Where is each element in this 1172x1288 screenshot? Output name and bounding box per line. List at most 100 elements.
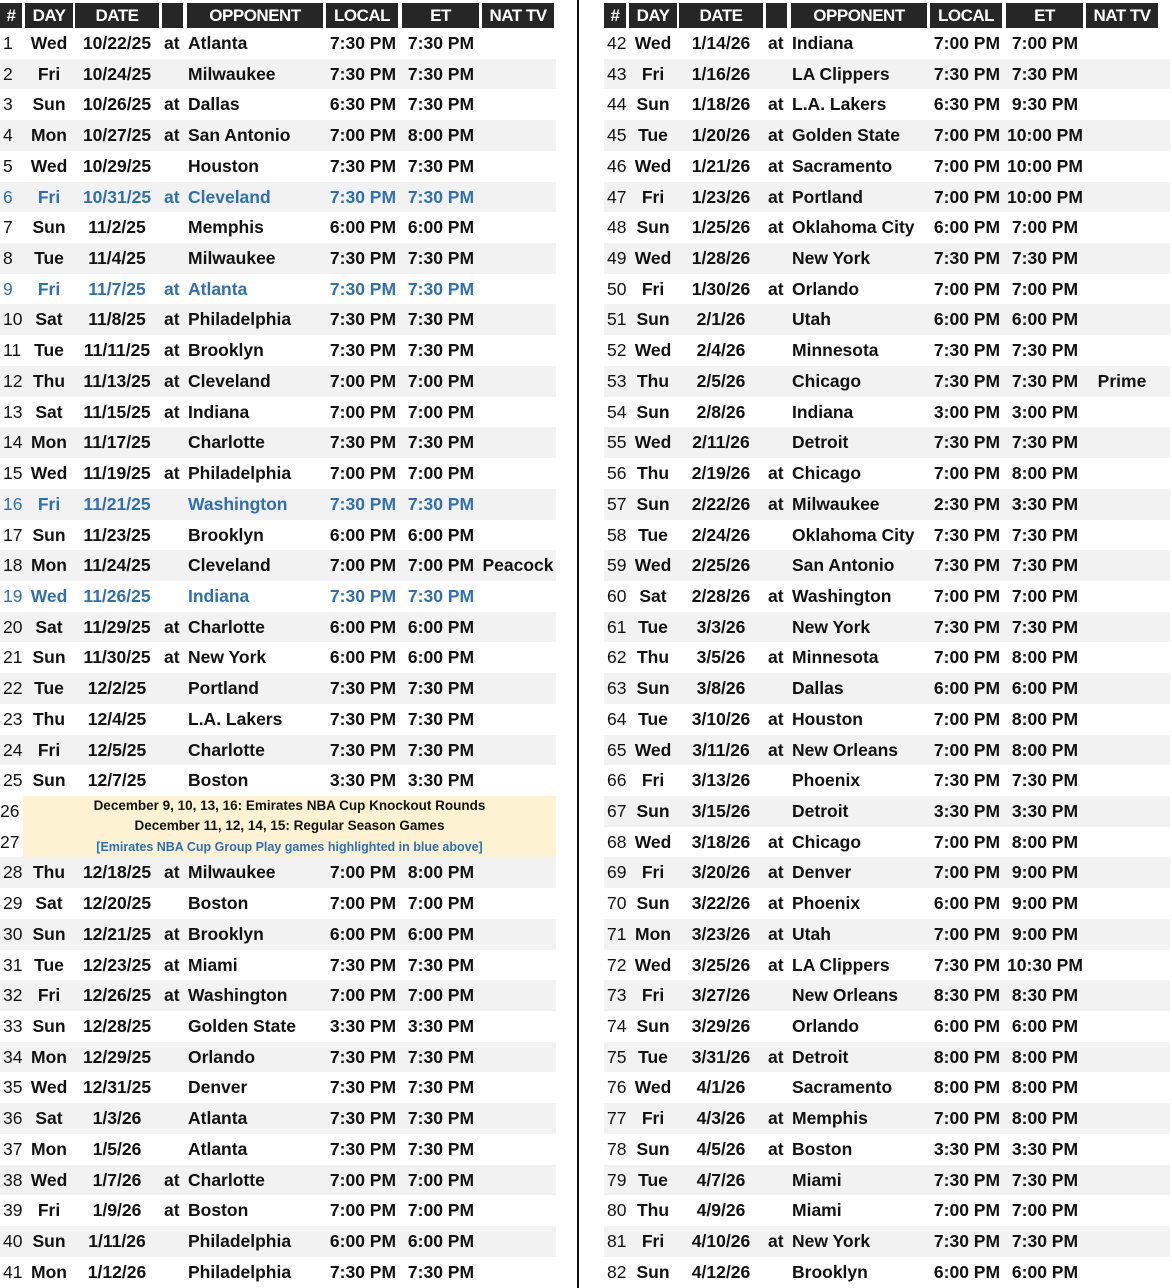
cup-game-row[interactable]: 19 Wed 11/26/25 Indiana 7:30 PM 7:30 PM [0, 581, 556, 612]
game-row[interactable]: 30 Sun 12/21/25 at Brooklyn 6:00 PM 6:00 PM [0, 918, 556, 950]
local-time: 7:30 PM [933, 370, 1001, 391]
game-row[interactable]: 66 Fri 3/13/26 Phoenix 7:30 PM 7:30 PM [604, 765, 1170, 796]
game-row[interactable]: 3 Sun 10/26/25 at Dallas 6:30 PM 7:30 PM [0, 89, 556, 120]
game-row[interactable]: 44 Sun 1/18/26 at L.A. Lakers 6:30 PM 9:30 PM [604, 89, 1170, 120]
date: 12/31/25 [82, 1077, 152, 1098]
game-row[interactable]: 11 Tue 11/11/25 at Brooklyn 7:30 PM 7:30 PM [0, 335, 556, 366]
day: Tue [34, 954, 64, 975]
game-row[interactable]: 72 Wed 3/25/26 at LA Clippers 7:30 PM 10:30 PM [604, 950, 1170, 981]
game-row[interactable]: 45 Tue 1/20/26 at Golden State 7:00 PM 10:00 P… [604, 120, 1170, 151]
game-row[interactable]: 58 Tue 2/24/26 Oklahoma City 7:30 PM 7:30 PM [604, 520, 1170, 551]
game-row[interactable]: 25 Sun 12/7/25 Boston 3:30 PM 3:30 PM [0, 765, 556, 796]
game-number: 34 [3, 1046, 23, 1067]
game-row[interactable]: 74 Sun 3/29/26 Orlando 6:00 PM 6:00 PM [604, 1011, 1170, 1042]
game-row[interactable]: 7 Sun 11/2/25 Memphis 6:00 PM 6:00 PM [0, 212, 556, 243]
game-row[interactable]: 31 Tue 12/23/25 at Miami 7:30 PM 7:30 PM [0, 950, 556, 981]
day: Tue [34, 340, 64, 361]
game-row[interactable]: 51 Sun 2/1/26 Utah 6:00 PM 6:00 PM [604, 304, 1170, 336]
date: 11/21/25 [83, 493, 151, 514]
game-row[interactable]: 46 Wed 1/21/26 at Sacramento 7:00 PM 10:00 PM [604, 151, 1170, 182]
game-row[interactable]: 63 Sun 3/8/26 Dallas 6:00 PM 6:00 PM [604, 673, 1170, 704]
game-row[interactable]: 65 Wed 3/11/26 at New Orleans 7:00 PM 8:00 PM [604, 734, 1170, 766]
game-number: 50 [607, 278, 627, 299]
game-row[interactable]: 34 Mon 12/29/25 Orlando 7:30 PM 7:30 PM [0, 1041, 556, 1073]
game-row[interactable]: 56 Thu 2/19/26 at Chicago 7:00 PM 8:00 PM [604, 458, 1170, 489]
game-row[interactable]: 50 Fri 1/30/26 at Orlando 7:00 PM 7:00 PM [604, 274, 1170, 305]
game-row[interactable]: 28 Thu 12/18/25 at Milwaukee 7:00 PM 8:00 PM [0, 857, 556, 889]
game-row[interactable]: 15 Wed 11/19/25 at Philadelphia 7:00 PM 7:00 P… [0, 458, 556, 489]
game-row[interactable]: 37 Mon 1/5/26 Atlanta 7:30 PM 7:30 PM [0, 1134, 556, 1165]
cup-game-row[interactable]: 16 Fri 11/21/25 Washington 7:30 PM 7:30 PM [0, 488, 556, 520]
et-time: 10:30 PM [1007, 954, 1083, 975]
game-row[interactable]: 43 Fri 1/16/26 LA Clippers 7:30 PM 7:30 PM [604, 58, 1170, 90]
game-row[interactable]: 55 Wed 2/11/26 Detroit 7:30 PM 7:30 PM [604, 427, 1170, 459]
et-time: 7:00 PM [1011, 217, 1079, 238]
day: Sun [636, 401, 670, 422]
game-row[interactable]: 23 Thu 12/4/25 L.A. Lakers 7:30 PM 7:30 PM [0, 704, 556, 735]
game-row[interactable]: 47 Fri 1/23/26 at Portland 7:00 PM 10:00 PM [604, 181, 1170, 213]
game-row[interactable]: 38 Wed 1/7/26 at Charlotte 7:00 PM 7:00 PM [0, 1164, 556, 1196]
game-row[interactable]: 60 Sat 2/28/26 at Washington 7:00 PM 7:00 PM [604, 581, 1170, 612]
game-row[interactable]: 13 Sat 11/15/25 at Indiana 7:00 PM 7:00 PM [0, 397, 556, 428]
opponent: Phoenix [792, 893, 861, 914]
day: Fri [37, 63, 61, 84]
game-row[interactable]: 4 Mon 10/27/25 at San Antonio 7:00 PM 8:00 PM [0, 120, 556, 151]
game-row[interactable]: 67 Sun 3/15/26 Detroit 3:30 PM 3:30 PM [604, 795, 1170, 827]
game-row[interactable]: 33 Sun 12/28/25 Golden State 3:30 PM 3:30 PM [0, 1011, 556, 1042]
game-row[interactable]: 49 Wed 1/28/26 New York 7:30 PM 7:30 PM [604, 243, 1170, 274]
game-row[interactable]: 41 Mon 1/12/26 Philadelphia 7:30 PM 7:30 PM [0, 1257, 556, 1288]
game-row[interactable]: 5 Wed 10/29/25 Houston 7:30 PM 7:30 PM [0, 151, 556, 182]
day: Sun [32, 94, 66, 115]
game-row[interactable]: 61 Tue 3/3/26 New York 7:30 PM 7:30 PM [604, 611, 1170, 643]
game-row[interactable]: 54 Sun 2/8/26 Indiana 3:00 PM 3:00 PM [604, 397, 1170, 428]
et-time: 10:00 PM [1007, 155, 1083, 176]
game-row[interactable]: 70 Sun 3/22/26 at Phoenix 6:00 PM 9:00 PM [604, 888, 1170, 919]
game-row[interactable]: 17 Sun 11/23/25 Brooklyn 6:00 PM 6:00 PM [0, 520, 556, 551]
game-row[interactable]: 32 Fri 12/26/25 at Washington 7:00 PM 7:00 PM [0, 980, 556, 1011]
game-row[interactable]: 24 Fri 12/5/25 Charlotte 7:30 PM 7:30 PM [0, 734, 556, 766]
cup-game-row[interactable]: 9 Fri 11/7/25 at Atlanta 7:30 PM 7:30 PM [0, 274, 556, 305]
game-row[interactable]: 53 Thu 2/5/26 Chicago 7:30 PM 7:30 PM Prime [604, 365, 1170, 397]
game-number: 73 [607, 985, 627, 1006]
game-row[interactable]: 20 Sat 11/29/25 at Charlotte 6:00 PM 6:00 PM [0, 611, 556, 643]
game-row[interactable]: 82 Sun 4/12/26 Brooklyn 6:00 PM 6:00 PM [604, 1257, 1170, 1288]
game-row[interactable]: 10 Sat 11/8/25 at Philadelphia 7:30 PM 7:30 PM [0, 304, 556, 336]
game-row[interactable]: 8 Tue 11/4/25 Milwaukee 7:30 PM 7:30 PM [0, 243, 556, 274]
game-row[interactable]: 21 Sun 11/30/25 at New York 6:00 PM 6:00 PM [0, 642, 556, 673]
game-row[interactable]: 22 Tue 12/2/25 Portland 7:30 PM 7:30 PM [0, 673, 556, 704]
game-row[interactable]: 57 Sun 2/22/26 at Milwaukee 2:30 PM 3:30 PM [604, 488, 1170, 520]
et-time: 7:30 PM [407, 739, 475, 760]
game-row[interactable]: 1 Wed 10/22/25 at Atlanta 7:30 PM 7:30 PM [0, 28, 556, 59]
game-row[interactable]: 76 Wed 4/1/26 Sacramento 8:00 PM 8:00 PM [604, 1072, 1170, 1103]
game-row[interactable]: 78 Sun 4/5/26 at Boston 3:30 PM 3:30 PM [604, 1134, 1170, 1165]
game-row[interactable]: 77 Fri 4/3/26 at Memphis 7:00 PM 8:00 PM [604, 1103, 1170, 1134]
game-row[interactable]: 36 Sat 1/3/26 Atlanta 7:30 PM 7:30 PM [0, 1103, 556, 1134]
away-marker: at [164, 340, 180, 361]
game-row[interactable]: 68 Wed 3/18/26 at Chicago 7:00 PM 8:00 PM [604, 827, 1170, 858]
game-row[interactable]: 12 Thu 11/13/25 at Cleveland 7:00 PM 7:00 PM [0, 365, 556, 397]
game-row[interactable]: 2 Fri 10/24/25 Milwaukee 7:30 PM 7:30 PM [0, 58, 556, 90]
opponent: Chicago [792, 831, 862, 852]
game-row[interactable]: 18 Mon 11/24/25 Cleveland 7:00 PM 7:00 PM Peac… [0, 550, 556, 581]
game-row[interactable]: 59 Wed 2/25/26 San Antonio 7:30 PM 7:30 PM [604, 550, 1170, 581]
game-row[interactable]: 73 Fri 3/27/26 New Orleans 8:30 PM 8:30 PM [604, 980, 1170, 1011]
game-row[interactable]: 35 Wed 12/31/25 Denver 7:30 PM 7:30 PM [0, 1072, 556, 1103]
day: Wed [634, 248, 672, 269]
cup-game-row[interactable]: 6 Fri 10/31/25 at Cleveland 7:30 PM 7:30 PM [0, 181, 556, 213]
game-row[interactable]: 80 Thu 4/9/26 Miami 7:00 PM 7:00 PM [604, 1195, 1170, 1226]
game-row[interactable]: 64 Tue 3/10/26 at Houston 7:00 PM 8:00 PM [604, 704, 1170, 735]
game-row[interactable]: 79 Tue 4/7/26 Miami 7:30 PM 7:30 PM [604, 1164, 1170, 1196]
game-row[interactable]: 42 Wed 1/14/26 at Indiana 7:00 PM 7:00 PM [604, 28, 1170, 59]
day: Sun [32, 524, 66, 545]
game-row[interactable]: 69 Fri 3/20/26 at Denver 7:00 PM 9:00 PM [604, 857, 1170, 889]
game-row[interactable]: 39 Fri 1/9/26 at Boston 7:00 PM 7:00 PM [0, 1195, 556, 1226]
game-row[interactable]: 14 Mon 11/17/25 Charlotte 7:30 PM 7:30 PM [0, 427, 556, 459]
game-row[interactable]: 29 Sat 12/20/25 Boston 7:00 PM 7:00 PM [0, 888, 556, 919]
game-row[interactable]: 71 Mon 3/23/26 at Utah 7:00 PM 9:00 PM [604, 918, 1170, 950]
game-row[interactable]: 62 Thu 3/5/26 at Minnesota 7:00 PM 8:00 PM [604, 642, 1170, 673]
game-row[interactable]: 52 Wed 2/4/26 Minnesota 7:30 PM 7:30 PM [604, 335, 1170, 366]
game-row[interactable]: 75 Tue 3/31/26 at Detroit 8:00 PM 8:00 PM [604, 1041, 1170, 1073]
game-row[interactable]: 48 Sun 1/25/26 at Oklahoma City 6:00 PM 7:00 P… [604, 212, 1170, 243]
game-row[interactable]: 40 Sun 1/11/26 Philadelphia 6:00 PM 6:00 PM [0, 1226, 556, 1257]
game-row[interactable]: 81 Fri 4/10/26 at New York 7:30 PM 7:30 PM [604, 1226, 1170, 1257]
